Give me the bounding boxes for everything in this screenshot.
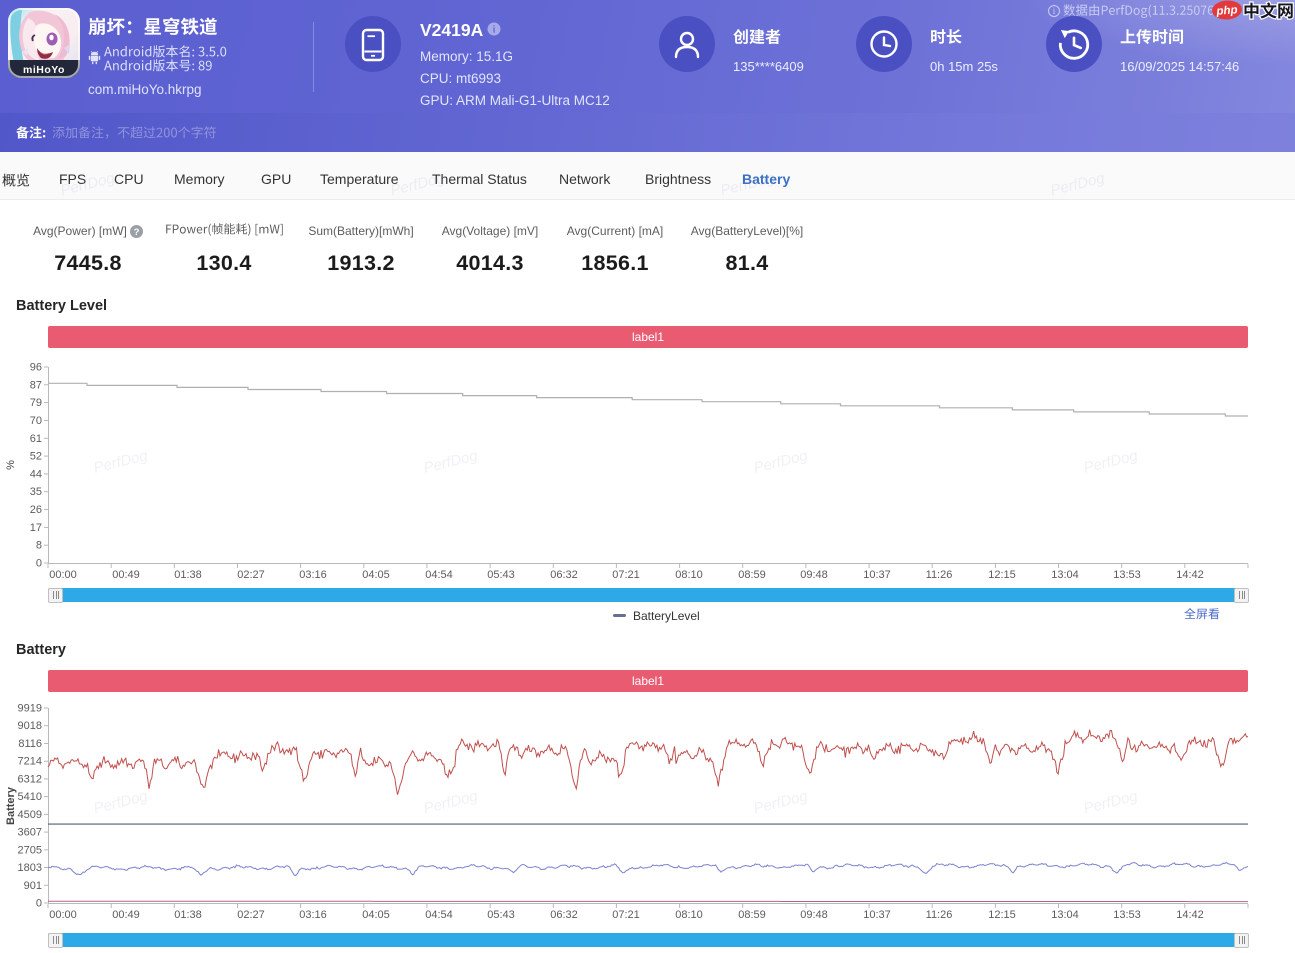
svg-text:06:32: 06:32: [550, 909, 578, 921]
svg-text:13:04: 13:04: [1051, 569, 1079, 581]
svg-text:8: 8: [36, 540, 42, 552]
svg-text:04:54: 04:54: [425, 569, 453, 581]
svg-text:PerfDog: PerfDog: [422, 787, 480, 817]
svg-text:03:16: 03:16: [299, 909, 327, 921]
svg-text:02:27: 02:27: [237, 569, 265, 581]
svg-text:9018: 9018: [18, 720, 42, 732]
svg-text:11:26: 11:26: [926, 569, 953, 581]
svg-text:i: i: [493, 25, 496, 36]
svg-text:PerfDog: PerfDog: [92, 787, 150, 817]
svg-text:00:00: 00:00: [49, 909, 77, 921]
svg-text:PerfDog: PerfDog: [752, 787, 810, 817]
svg-text:00:00: 00:00: [49, 569, 77, 581]
svg-text:26: 26: [30, 504, 42, 516]
svg-text:02:27: 02:27: [237, 909, 265, 921]
svg-text:11:26: 11:26: [926, 909, 953, 921]
svg-text:9919: 9919: [18, 703, 42, 715]
svg-text:6312: 6312: [18, 773, 42, 785]
svg-text:13:04: 13:04: [1051, 909, 1079, 921]
svg-text:79: 79: [30, 397, 42, 409]
svg-text:06:32: 06:32: [550, 569, 578, 581]
svg-text:09:48: 09:48: [800, 569, 828, 581]
svg-text:08:10: 08:10: [675, 909, 703, 921]
svg-text:5410: 5410: [18, 791, 42, 803]
svg-text:01:38: 01:38: [174, 909, 202, 921]
svg-text:14:42: 14:42: [1176, 909, 1204, 921]
svg-text:03:16: 03:16: [299, 569, 327, 581]
svg-text:PerfDog: PerfDog: [1082, 447, 1140, 477]
svg-text:13:53: 13:53: [1113, 569, 1141, 581]
svg-text:09:48: 09:48: [800, 909, 828, 921]
svg-text:04:05: 04:05: [362, 569, 390, 581]
svg-text:04:54: 04:54: [425, 909, 453, 921]
svg-text:12:15: 12:15: [988, 909, 1016, 921]
svg-text:%: %: [5, 460, 17, 470]
svg-text:01:38: 01:38: [174, 569, 202, 581]
svg-text:07:21: 07:21: [612, 909, 640, 921]
svg-text:08:59: 08:59: [738, 569, 766, 581]
svg-text:PerfDog: PerfDog: [1082, 787, 1140, 817]
svg-text:70: 70: [30, 415, 42, 427]
svg-text:44: 44: [30, 468, 42, 480]
svg-text:13:53: 13:53: [1113, 909, 1141, 921]
svg-text:1803: 1803: [18, 862, 42, 874]
svg-text:0: 0: [36, 558, 42, 570]
svg-text:Battery: Battery: [5, 786, 17, 825]
svg-text:52: 52: [30, 451, 42, 463]
svg-text:PerfDog: PerfDog: [752, 447, 810, 477]
svg-text:08:10: 08:10: [675, 569, 703, 581]
svg-text:12:15: 12:15: [988, 569, 1016, 581]
svg-text:901: 901: [24, 880, 42, 892]
svg-text:07:21: 07:21: [612, 569, 640, 581]
svg-text:8116: 8116: [18, 738, 42, 750]
svg-text:00:49: 00:49: [112, 909, 140, 921]
svg-text:php: php: [1215, 4, 1238, 18]
svg-text:04:05: 04:05: [362, 909, 390, 921]
svg-text:10:37: 10:37: [863, 909, 891, 921]
svg-text:0: 0: [36, 898, 42, 910]
svg-text:05:43: 05:43: [487, 569, 515, 581]
svg-text:7214: 7214: [18, 756, 42, 768]
svg-text:miHoYo: miHoYo: [23, 64, 65, 76]
svg-text:87: 87: [30, 379, 42, 391]
svg-text:35: 35: [30, 486, 42, 498]
svg-text:14:42: 14:42: [1176, 569, 1204, 581]
svg-text:17: 17: [30, 522, 42, 534]
svg-text:PerfDog: PerfDog: [422, 447, 480, 477]
svg-text:2705: 2705: [18, 844, 42, 856]
svg-text:05:43: 05:43: [487, 909, 515, 921]
svg-text:10:37: 10:37: [863, 569, 891, 581]
svg-text:4509: 4509: [18, 809, 42, 821]
svg-text:PerfDog: PerfDog: [92, 447, 150, 477]
svg-text:00:49: 00:49: [112, 569, 140, 581]
svg-text:61: 61: [30, 433, 42, 445]
svg-text:3607: 3607: [18, 827, 42, 839]
svg-text:i: i: [1053, 6, 1056, 16]
svg-text:96: 96: [30, 362, 42, 374]
svg-text:?: ?: [133, 227, 139, 238]
svg-text:08:59: 08:59: [738, 909, 766, 921]
